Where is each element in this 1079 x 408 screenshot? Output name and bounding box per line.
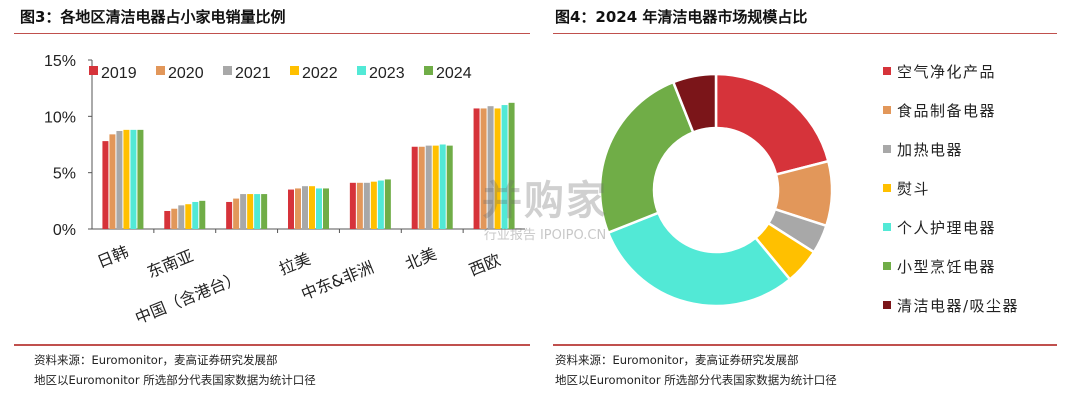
bar-2023-4 (377, 180, 384, 229)
pie-legend-label-0: 空气净化产品 (897, 63, 996, 81)
right-source-line-1: 资料来源：Euromonitor，麦高证券研究发展部 (555, 353, 799, 367)
left-title-underline (14, 33, 530, 34)
bar-2022-6 (494, 108, 501, 229)
bar-2024-2 (261, 194, 268, 229)
bar-2021-6 (487, 106, 494, 229)
bar-2024-6 (508, 102, 515, 229)
pie-legend-swatch-5 (883, 262, 891, 270)
y-tick-label: 0% (53, 222, 76, 239)
pie-legend-label-6: 清洁电器/吸尘器 (897, 297, 1019, 315)
bar-2021-2 (240, 194, 247, 229)
bar-2020-2 (233, 198, 240, 229)
legend-label-2024: 2024 (436, 65, 472, 82)
left-chart-title: 图3：各地区清洁电器占小家电销量比例 (20, 8, 286, 26)
right-source-divider (553, 344, 1057, 346)
bar-2022-4 (370, 181, 377, 229)
bar-2023-5 (439, 144, 446, 229)
pie-legend-swatch-4 (883, 223, 891, 231)
bar-2019-6 (473, 108, 480, 229)
legend-swatch-2023 (357, 66, 366, 75)
legend-label-2023: 2023 (369, 65, 405, 82)
pie-legend-label-4: 个人护理电器 (897, 219, 996, 237)
right-panel: 图4：2024 年清洁电器市场规模占比 空气净化产品 食品制备电器 加热电器熨斗个人… (553, 0, 1079, 408)
bar-2019-0 (102, 141, 109, 229)
pie-legend-swatch-0 (883, 67, 891, 75)
left-source-line-2: 地区以Euromonitor 所选部分代表国家数据为统计口径 (34, 373, 316, 387)
pie-legend-label-5: 小型烹饪电器 (897, 258, 996, 276)
bar-2019-3 (288, 189, 294, 229)
bar-2020-1 (171, 208, 178, 229)
x-category-label: 东南亚 (144, 246, 196, 282)
bar-2020-5 (418, 146, 425, 229)
bar-2024-0 (137, 129, 144, 229)
bar-2023-6 (501, 105, 508, 229)
bar-2023-0 (130, 129, 137, 229)
bar-2023-1 (192, 201, 199, 229)
legend-label-2022: 2022 (302, 65, 338, 82)
x-category-label: 北美 (402, 244, 439, 274)
legend-swatch-2021 (223, 66, 232, 75)
bar-2021-0 (116, 130, 123, 229)
bar-2024-1 (199, 200, 206, 229)
bar-2022-3 (309, 186, 315, 229)
donut-slice-4 (606, 211, 792, 308)
bar-2020-3 (295, 188, 301, 229)
legend-swatch-2024 (424, 66, 433, 75)
pie-legend-swatch-1 (883, 106, 891, 114)
left-source-line-1: 资料来源：Euromonitor，麦高证券研究发展部 (34, 353, 278, 367)
bar-2019-1 (164, 210, 171, 229)
bar-2021-4 (363, 182, 370, 229)
bar-2019-5 (411, 146, 418, 229)
donut-slice-0 (714, 72, 830, 177)
legend-swatch-2019 (89, 66, 98, 75)
pie-legend-label-2: 加热电器 (897, 141, 963, 159)
bar-2019-4 (349, 182, 356, 229)
y-tick-label: 10% (44, 109, 76, 126)
bar-2024-5 (446, 145, 453, 229)
bar-2023-2 (254, 194, 261, 229)
left-source-divider (14, 344, 530, 346)
bar-2019-2 (226, 201, 233, 229)
legend-label-2021: 2021 (235, 65, 271, 82)
y-tick-label: 15% (44, 53, 76, 70)
bar-2022-0 (123, 129, 130, 229)
donut-slice-6 (671, 72, 718, 134)
right-chart-title: 图4：2024 年清洁电器市场规模占比 (555, 8, 808, 26)
x-category-label: 拉美 (276, 249, 313, 279)
bar-2022-5 (432, 145, 439, 229)
bar-2020-0 (109, 134, 116, 229)
right-title-underline (553, 33, 1057, 34)
donut-slice-5 (598, 80, 695, 235)
pie-legend-swatch-6 (883, 301, 891, 309)
legend-label-2019: 2019 (101, 65, 137, 82)
bar-2020-6 (480, 108, 487, 229)
bar-2021-5 (425, 145, 432, 229)
bar-2021-3 (302, 186, 308, 229)
pie-legend-label-3: 熨斗 (897, 180, 930, 198)
bar-2020-4 (356, 182, 363, 229)
y-tick-label: 5% (53, 166, 76, 183)
pie-legend-swatch-2 (883, 145, 891, 153)
bar-2022-1 (185, 204, 192, 229)
x-category-label: 日韩 (94, 242, 131, 272)
left-panel: 图3：各地区清洁电器占小家电销量比例 0% 5% 10% 15% 日韩 东南亚 中国（含港台… (0, 0, 530, 408)
bar-2024-3 (323, 188, 329, 229)
pie-legend-label-1: 食品制备电器 (897, 102, 996, 120)
pie-legend-swatch-3 (883, 184, 891, 192)
bar-2023-3 (316, 188, 322, 229)
legend-swatch-2022 (290, 66, 299, 75)
legend-label-2020: 2020 (168, 65, 204, 82)
bar-2022-2 (247, 194, 254, 229)
bar-2021-1 (178, 205, 185, 229)
right-source-line-2: 地区以Euromonitor 所选部分代表国家数据为统计口径 (555, 373, 837, 387)
bar-2024-4 (384, 179, 391, 229)
x-category-label: 西欧 (466, 250, 503, 280)
legend-swatch-2020 (156, 66, 165, 75)
